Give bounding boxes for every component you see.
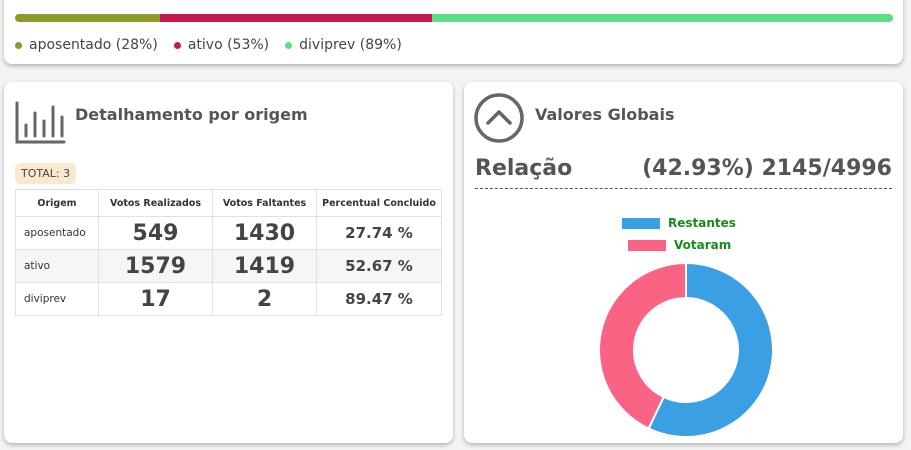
card-title: Detalhamento por origem [75, 105, 308, 124]
cell-votos-faltantes: 1430 [212, 216, 317, 250]
legend-item-diviprev[interactable]: diviprev (89%) [285, 37, 402, 53]
legend-dot [285, 41, 293, 49]
bar-chart-icon [15, 101, 66, 144]
column-header-origem[interactable]: Origem [15, 189, 99, 217]
progress-segment-ativo [159, 14, 433, 22]
cell-votos-faltantes: 2 [212, 282, 317, 316]
cell-votos-realizados: 549 [98, 216, 213, 250]
cell-origem: ativo [15, 249, 99, 283]
legend-label: ativo (53%) [187, 37, 270, 53]
origin-table: Origem Votos Realizados Votos Faltantes … [15, 189, 442, 316]
table-row: ativo 1579 1419 52.67 % [15, 249, 442, 283]
cell-votos-faltantes: 1419 [212, 249, 317, 283]
progress-legend: aposentado (28%) ativo (53%) diviprev (8… [15, 37, 402, 53]
legend-item-restantes[interactable]: Restantes [622, 212, 736, 234]
column-header-votos-faltantes[interactable]: Votos Faltantes [212, 189, 317, 217]
cell-origem: aposentado [15, 216, 99, 250]
progress-segment-aposentado [15, 14, 160, 22]
column-header-votos-realizados[interactable]: Votos Realizados [98, 189, 213, 217]
detail-by-origin-card: Detalhamento por origem TOTAL: 3 Origem … [4, 82, 453, 443]
participation-progress-bar [15, 14, 893, 22]
votes-donut-chart [598, 261, 774, 438]
cell-percentual: 89.47 % [316, 282, 442, 316]
table-row: diviprev 17 2 89.47 % [15, 282, 442, 316]
legend-dot [173, 41, 181, 49]
global-values-card: Valores Globais Relação (42.93%) 2145/49… [464, 82, 903, 443]
donut-segment-votaram[interactable] [598, 261, 687, 430]
relacao-value: (42.93%) 2145/4996 [642, 156, 892, 181]
progress-segment-diviprev [432, 14, 893, 22]
legend-dot [15, 41, 22, 49]
column-header-percentual[interactable]: Percentual Concluido [316, 189, 442, 217]
donut-segment-restantes[interactable] [647, 261, 774, 438]
cell-percentual: 52.67 % [316, 249, 442, 283]
relacao-label: Relação [475, 156, 573, 181]
cell-percentual: 27.74 % [316, 216, 442, 250]
legend-item-ativo[interactable]: ativo (53%) [173, 37, 270, 53]
cell-votos-realizados: 1579 [98, 249, 213, 283]
table-row: aposentado 549 1430 27.74 % [15, 216, 442, 250]
legend-item-aposentado[interactable]: aposentado (28%) [15, 37, 158, 53]
card-title: Valores Globais [535, 105, 675, 124]
legend-swatch [622, 217, 660, 229]
legend-label: diviprev (89%) [299, 37, 402, 53]
legend-label: Restantes [668, 216, 736, 230]
cell-origem: diviprev [15, 282, 99, 316]
chevron-up-circle-icon[interactable] [473, 92, 525, 144]
legend-label: aposentado (28%) [29, 37, 158, 53]
legend-label: Votaram [674, 238, 732, 252]
legend-item-votaram[interactable]: Votaram [622, 234, 736, 256]
donut-legend: Restantes Votaram [622, 212, 736, 256]
total-badge: TOTAL: 3 [15, 163, 77, 184]
participation-summary-card: aposentado (28%) ativo (53%) diviprev (8… [4, 0, 903, 64]
relacao-row: Relação (42.93%) 2145/4996 [475, 156, 892, 189]
table-header-row: Origem Votos Realizados Votos Faltantes … [15, 189, 442, 217]
legend-swatch [628, 239, 666, 251]
cell-votos-realizados: 17 [98, 282, 213, 316]
